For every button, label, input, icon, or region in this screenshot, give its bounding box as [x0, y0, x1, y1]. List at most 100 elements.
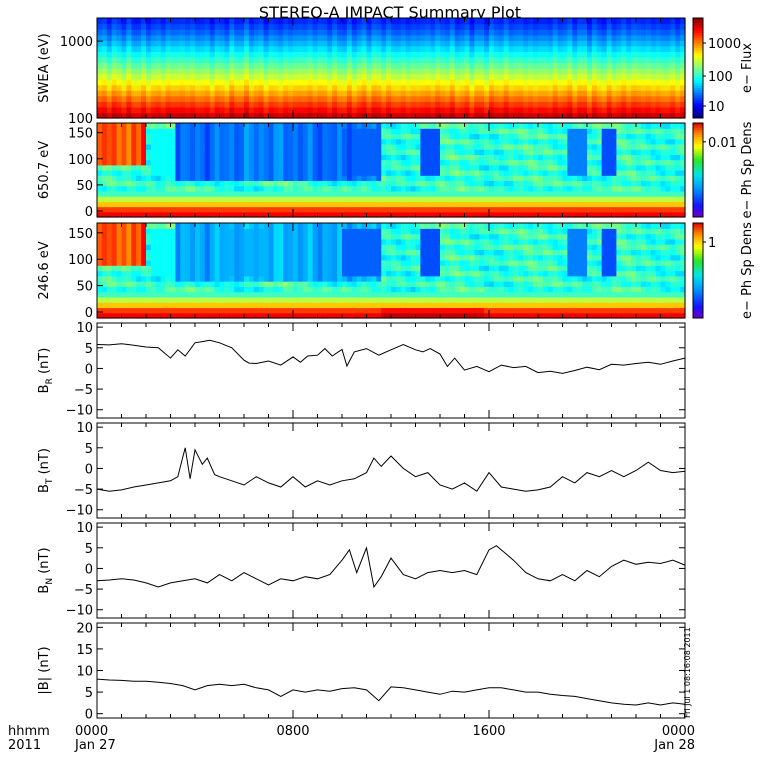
heatmap-cell	[381, 123, 387, 129]
heatmap-cell	[538, 138, 544, 145]
heatmap-cell	[601, 159, 608, 166]
heatmap-cell	[170, 29, 176, 36]
heatmap-cell	[489, 201, 495, 208]
heatmap-cell	[425, 23, 431, 30]
heatmap-cell	[170, 190, 176, 197]
heatmap-cell	[351, 84, 358, 91]
heatmap-cell	[557, 112, 564, 119]
heatmap-cell	[577, 51, 583, 58]
heatmap-cell	[444, 159, 451, 166]
heatmap-cell	[195, 101, 201, 108]
heatmap-cell	[150, 196, 157, 202]
heatmap-cell	[528, 18, 534, 25]
heatmap-cell	[391, 211, 397, 218]
heatmap-cell	[126, 233, 132, 240]
heatmap-cell	[415, 123, 421, 129]
heatmap-cell	[449, 62, 456, 69]
heatmap-cell	[199, 238, 206, 245]
heatmap-cell	[640, 90, 647, 97]
heatmap-cell	[425, 159, 431, 166]
heatmap-cell	[601, 170, 608, 176]
heatmap-cell	[219, 175, 225, 182]
heatmap-cell	[209, 73, 216, 80]
heatmap-cell	[381, 90, 387, 97]
heatmap-cell	[626, 18, 632, 25]
heatmap-cell	[126, 223, 132, 229]
heatmap-cell	[293, 201, 299, 208]
heatmap-cell	[572, 154, 578, 161]
heatmap-cell	[121, 79, 127, 86]
heatmap-cell	[675, 62, 681, 69]
heatmap-cell	[146, 164, 152, 171]
heatmap-cell	[631, 62, 637, 69]
heatmap-cell	[141, 68, 147, 75]
heatmap-cell	[489, 51, 495, 58]
heatmap-cell	[513, 51, 519, 58]
heatmap-cell	[572, 73, 578, 80]
heatmap-cell	[209, 18, 216, 25]
heatmap-cell	[136, 196, 142, 202]
heatmap-cell	[136, 175, 142, 182]
heatmap-cell	[400, 45, 407, 52]
heatmap-cell	[572, 185, 578, 192]
heatmap-cell	[165, 90, 172, 97]
heatmap-cell	[430, 211, 436, 218]
heatmap-cell	[204, 123, 211, 129]
heatmap-cell	[469, 154, 475, 161]
heatmap-cell	[126, 275, 132, 282]
heatmap-cell	[195, 206, 201, 213]
heatmap-cell	[606, 112, 613, 119]
heatmap-cell	[484, 133, 490, 140]
heatmap-cell	[484, 34, 490, 41]
heatmap-cell	[655, 201, 662, 208]
heatmap-cell	[195, 286, 201, 293]
heatmap-cell	[146, 211, 152, 218]
heatmap-cell	[337, 56, 343, 64]
heatmap-cell	[430, 196, 436, 202]
heatmap-cell	[391, 170, 397, 176]
heatmap-cell	[640, 133, 647, 140]
heatmap-cell	[150, 68, 157, 75]
heatmap-cell	[141, 112, 147, 119]
heatmap-cell	[591, 201, 598, 208]
heatmap-cell	[469, 112, 475, 119]
heatmap-cell	[591, 79, 598, 86]
heatmap-cell	[493, 185, 500, 192]
heatmap-cell	[552, 62, 559, 69]
heatmap-cell	[395, 18, 402, 25]
heatmap-cell	[621, 159, 627, 166]
heatmap-cell	[680, 206, 686, 213]
heatmap-cell	[542, 211, 549, 218]
heatmap-cell	[253, 101, 260, 108]
heatmap-cell	[582, 73, 588, 80]
heatmap-cell	[435, 185, 441, 192]
heatmap-cell	[484, 56, 490, 64]
heatmap-cell	[278, 180, 284, 187]
heatmap-cell	[621, 196, 627, 202]
heatmap-cell	[557, 175, 564, 182]
heatmap-cell	[97, 138, 103, 145]
heatmap-cell	[562, 51, 568, 58]
heatmap-cell	[493, 40, 500, 47]
heatmap-cell	[440, 56, 446, 64]
heatmap-cell	[395, 112, 402, 119]
heatmap-cell	[322, 180, 328, 187]
heatmap-cell	[645, 211, 652, 218]
heatmap-cell	[165, 18, 172, 25]
heatmap-cell	[410, 154, 417, 161]
heatmap-cell	[444, 143, 451, 150]
heatmap-cell	[126, 40, 132, 47]
heatmap-cell	[420, 101, 426, 108]
heatmap-cell	[430, 106, 436, 114]
heatmap-cell	[248, 128, 255, 135]
heatmap-cell	[626, 154, 632, 161]
heatmap-cell	[224, 68, 230, 75]
heatmap-cell	[160, 154, 167, 161]
heatmap-cell	[474, 190, 480, 197]
heatmap-cell	[258, 149, 265, 155]
heatmap-cell	[190, 159, 196, 166]
heatmap-cell	[611, 123, 617, 129]
heatmap-cell	[229, 29, 235, 36]
heatmap-cell	[508, 106, 515, 114]
heatmap-cell	[596, 106, 603, 114]
